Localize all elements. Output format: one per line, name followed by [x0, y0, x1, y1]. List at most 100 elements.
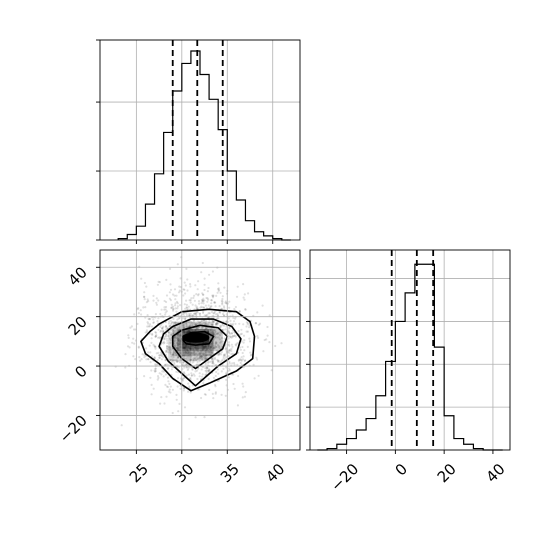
scatter-point — [206, 323, 210, 326]
scatter-point — [187, 308, 190, 311]
scatter-point — [210, 345, 213, 348]
scatter-point — [164, 383, 167, 386]
scatter-point — [153, 345, 156, 348]
scatter-point — [144, 354, 147, 357]
scatter-point — [183, 322, 186, 325]
scatter-point — [197, 347, 200, 350]
scatter-point — [172, 332, 175, 335]
scatter-point — [168, 324, 172, 327]
scatter-point — [201, 293, 205, 296]
scatter-point — [233, 363, 236, 366]
scatter-point — [171, 411, 174, 415]
scatter-point — [160, 329, 163, 332]
scatter-point — [223, 337, 226, 340]
scatter-point — [208, 312, 211, 315]
scatter-point — [203, 277, 206, 280]
scatter-point — [204, 328, 207, 331]
scatter-point — [200, 355, 203, 358]
scatter-point — [190, 374, 193, 377]
scatter-point — [243, 298, 246, 301]
scatter-point — [168, 267, 172, 270]
scatter-point — [216, 332, 219, 335]
scatter-point — [162, 330, 165, 333]
scatter-point — [165, 349, 168, 352]
scatter-point — [165, 278, 168, 281]
scatter-point — [213, 344, 217, 347]
scatter-point — [160, 323, 163, 326]
scatter-point — [177, 410, 180, 413]
scatter-point — [198, 312, 201, 315]
scatter-point — [174, 304, 177, 307]
scatter-point — [227, 343, 230, 346]
scatter-point — [159, 354, 163, 357]
scatter-point — [191, 384, 194, 387]
scatter-point — [152, 299, 155, 302]
scatter-point — [205, 353, 208, 356]
scatter-point — [165, 305, 168, 309]
scatter-point — [199, 352, 203, 355]
scatter-point — [150, 341, 153, 344]
scatter-point — [162, 375, 165, 378]
scatter-point — [214, 323, 217, 326]
scatter-point — [215, 341, 218, 344]
scatter-point — [184, 346, 187, 349]
scatter-point — [201, 300, 205, 303]
x-tick-label: 25 — [126, 460, 152, 486]
scatter-point — [213, 320, 216, 324]
scatter-point — [141, 353, 144, 356]
scatter-point — [185, 321, 188, 324]
scatter-point — [191, 361, 194, 364]
scatter-point — [241, 345, 244, 349]
scatter-point — [201, 300, 204, 303]
scatter-point — [172, 308, 175, 311]
scatter-point — [193, 322, 196, 325]
scatter-point — [190, 324, 193, 327]
scatter-point — [177, 327, 180, 330]
scatter-point — [193, 312, 196, 315]
scatter-point — [175, 346, 178, 349]
scatter-point — [214, 383, 217, 386]
scatter-point — [210, 346, 213, 349]
scatter-point — [231, 345, 234, 348]
scatter-point — [187, 351, 191, 354]
scatter-point — [163, 341, 166, 344]
scatter-point — [190, 297, 193, 300]
scatter-point — [166, 347, 169, 350]
scatter-point — [166, 363, 169, 366]
scatter-point — [195, 358, 198, 361]
scatter-point — [211, 358, 214, 361]
scatter-point — [228, 306, 231, 309]
scatter-point — [184, 351, 187, 354]
scatter-point — [192, 321, 195, 324]
scatter-point — [173, 326, 176, 329]
scatter-point — [164, 373, 167, 376]
scatter-point — [195, 293, 198, 296]
scatter-point — [192, 296, 195, 299]
scatter-point — [197, 293, 200, 296]
scatter-point — [217, 372, 220, 375]
scatter-point — [203, 299, 206, 302]
scatter-point — [215, 294, 218, 297]
scatter-point — [215, 323, 218, 326]
scatter-point — [147, 325, 150, 328]
scatter-point — [145, 301, 148, 304]
scatter-point — [210, 299, 213, 302]
scatter-point — [194, 328, 197, 331]
scatter-point — [196, 327, 199, 330]
scatter-point — [200, 355, 203, 358]
scatter-point — [147, 358, 150, 361]
scatter-point — [201, 358, 204, 361]
scatter-point — [231, 335, 234, 338]
scatter-point — [145, 347, 148, 350]
scatter-point — [196, 345, 199, 348]
scatter-point — [133, 313, 136, 316]
scatter-point — [234, 305, 237, 309]
scatter-point — [217, 332, 220, 335]
scatter-point — [193, 312, 196, 315]
scatter-point — [211, 270, 214, 273]
scatter-point — [150, 383, 153, 386]
scatter-point — [203, 288, 206, 292]
scatter-point — [189, 346, 192, 350]
scatter-point — [228, 368, 231, 372]
scatter-point — [194, 370, 197, 373]
